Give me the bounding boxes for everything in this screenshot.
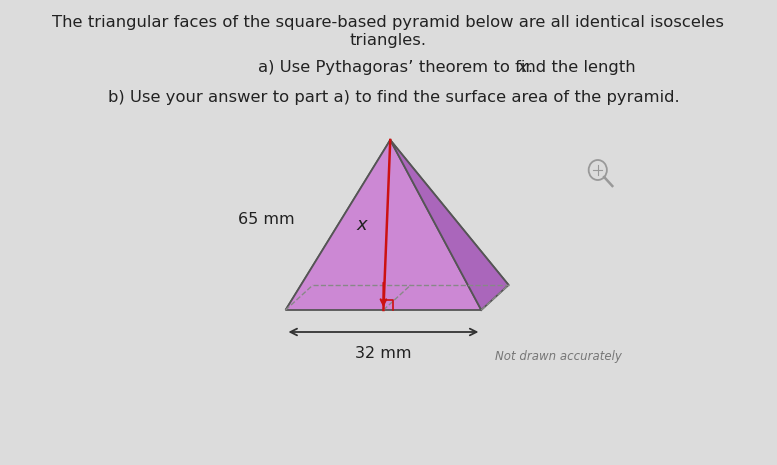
Text: 32 mm: 32 mm: [355, 346, 412, 361]
Text: b) Use your answer to part a) to find the surface area of the pyramid.: b) Use your answer to part a) to find th…: [108, 90, 680, 105]
Text: The triangular faces of the square-based pyramid below are all identical isoscel: The triangular faces of the square-based…: [52, 15, 724, 30]
Text: x: x: [517, 60, 528, 75]
Text: x: x: [356, 216, 367, 234]
Text: Not drawn accurately: Not drawn accurately: [495, 350, 622, 363]
Text: 65 mm: 65 mm: [238, 213, 294, 227]
Text: .: .: [528, 60, 533, 75]
Text: a) Use Pythagoras’ theorem to find the length: a) Use Pythagoras’ theorem to find the l…: [258, 60, 641, 75]
Polygon shape: [286, 140, 390, 310]
Polygon shape: [286, 140, 481, 310]
Polygon shape: [390, 140, 509, 310]
Text: triangles.: triangles.: [350, 33, 427, 48]
Polygon shape: [313, 140, 509, 285]
